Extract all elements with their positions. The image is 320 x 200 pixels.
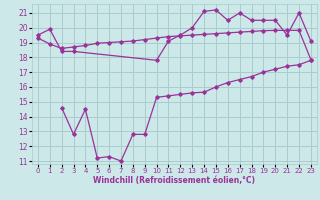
X-axis label: Windchill (Refroidissement éolien,°C): Windchill (Refroidissement éolien,°C) [93, 176, 255, 185]
